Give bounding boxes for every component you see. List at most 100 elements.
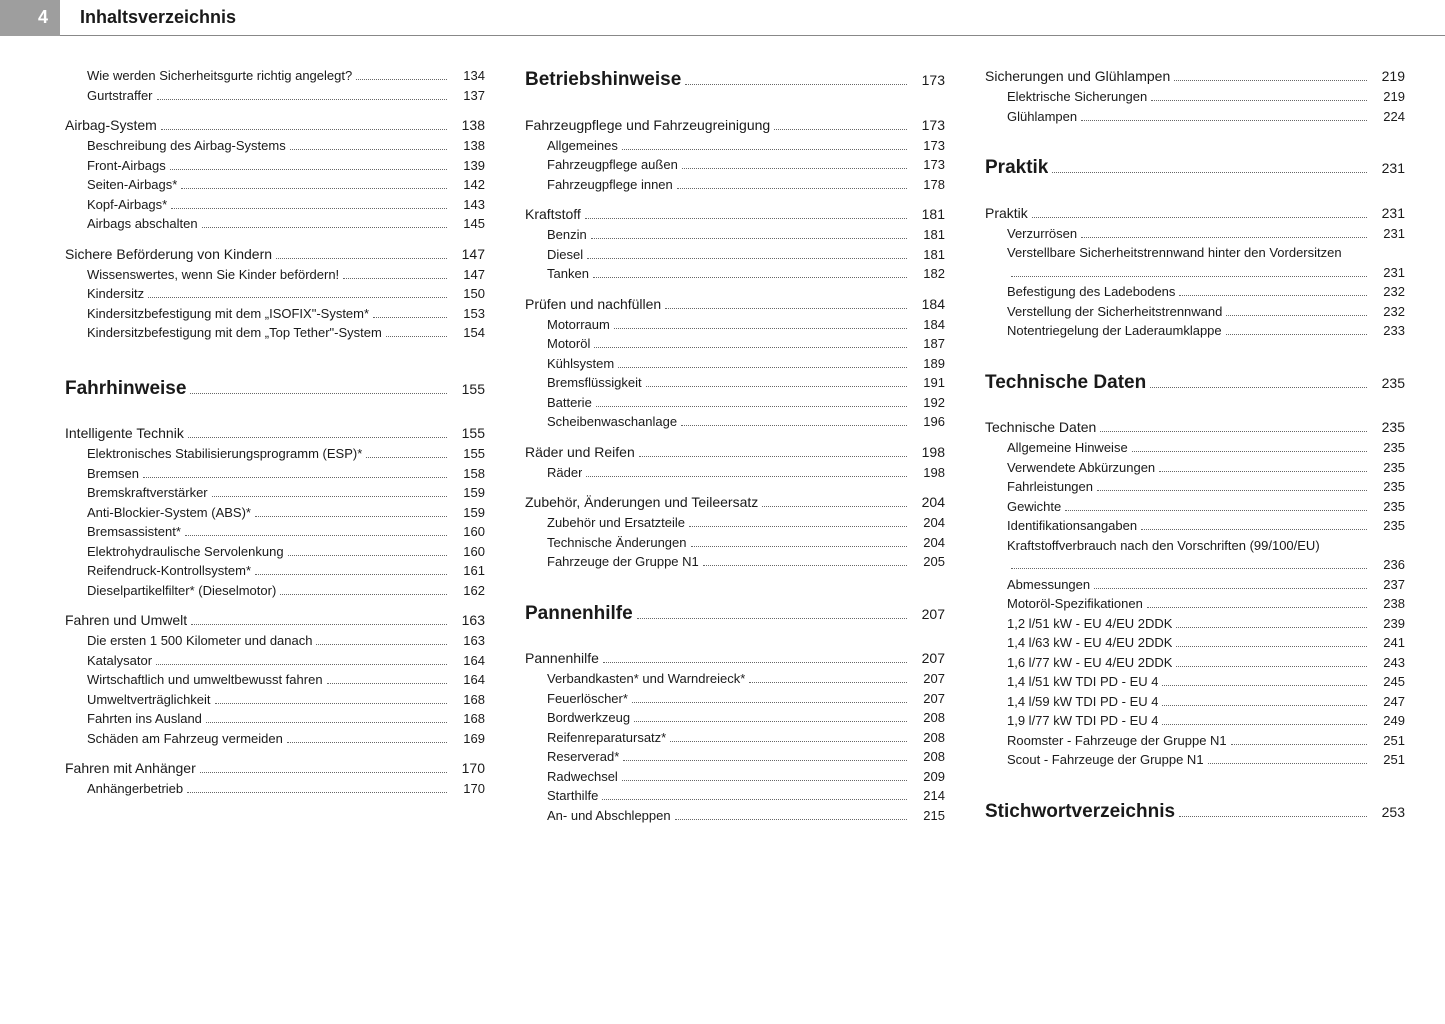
toc-entry: Benzin181	[525, 225, 945, 245]
toc-page-number: 251	[1371, 731, 1405, 751]
toc-page-number: 235	[1371, 516, 1405, 536]
toc-page-number: 150	[451, 284, 485, 304]
toc-label: Zubehör und Ersatzteile	[547, 513, 685, 533]
toc-page-number: 164	[451, 670, 485, 690]
toc-page-number: 231	[1371, 158, 1405, 179]
toc-label: Wie werden Sicherheitsgurte richtig ange…	[87, 66, 352, 86]
toc-label: Scout - Fahrzeuge der Gruppe N1	[1007, 750, 1204, 770]
toc-label: Technische Daten	[985, 369, 1146, 398]
toc-label: Wissenswertes, wenn Sie Kinder befördern…	[87, 265, 339, 285]
toc-label: Umweltverträglichkeit	[87, 690, 211, 710]
toc-entry: Wie werden Sicherheitsgurte richtig ange…	[65, 66, 485, 86]
toc-entry: Beschreibung des Airbag-Systems138	[65, 136, 485, 156]
toc-leader-dots	[1226, 303, 1367, 316]
toc-page-number: 147	[451, 244, 485, 265]
toc-entry: Seiten-Airbags*142	[65, 175, 485, 195]
toc-leader-dots	[156, 652, 447, 665]
toc-entry: Tanken182	[525, 264, 945, 284]
toc-leader-dots	[1176, 615, 1367, 628]
toc-label: Tanken	[547, 264, 589, 284]
toc-label: Feuerlöscher*	[547, 689, 628, 709]
toc-leader-dots	[622, 137, 907, 150]
toc-label: Seiten-Airbags*	[87, 175, 177, 195]
toc-page-number: 189	[911, 354, 945, 374]
toc-label: Beschreibung des Airbag-Systems	[87, 136, 286, 156]
toc-entry: Fahrzeugpflege innen178	[525, 175, 945, 195]
toc-page-number: 241	[1371, 633, 1405, 653]
toc-leader-dots	[327, 671, 447, 684]
toc-label: Katalysator	[87, 651, 152, 671]
toc-entry: Fahrzeugpflege und Fahrzeugreinigung173	[525, 115, 945, 136]
toc-leader-dots	[1226, 322, 1367, 335]
toc-entry: Elektrohydraulische Servolenkung160	[65, 542, 485, 562]
toc-label: Bremskraftverstärker	[87, 483, 208, 503]
toc-page-number: 207	[911, 689, 945, 709]
toc-leader-dots	[212, 484, 447, 497]
toc-entry: Fahrzeugpflege außen173	[525, 155, 945, 175]
toc-page-number: 181	[911, 204, 945, 225]
toc-label: Bremsflüssigkeit	[547, 373, 642, 393]
toc-leader-dots	[691, 534, 908, 547]
toc-leader-dots	[1176, 634, 1367, 647]
toc-leader-dots	[1208, 751, 1367, 764]
toc-leader-dots	[288, 543, 447, 556]
toc-page-number: 231	[1371, 224, 1405, 244]
toc-page-number: 253	[1371, 802, 1405, 823]
toc-label: Allgemeine Hinweise	[1007, 438, 1128, 458]
toc-page-number: 170	[451, 758, 485, 779]
toc-page-number: 215	[911, 806, 945, 826]
toc-page-number: 159	[451, 483, 485, 503]
toc-leader-dots	[1052, 154, 1367, 173]
toc-leader-dots	[280, 582, 447, 595]
toc-page-number: 187	[911, 334, 945, 354]
toc-page-number: 251	[1371, 750, 1405, 770]
toc-entry: Diesel181	[525, 245, 945, 265]
toc-entry: Praktik231	[985, 203, 1405, 224]
toc-entry: Allgemeine Hinweise235	[985, 438, 1405, 458]
toc-page-number: 161	[451, 561, 485, 581]
toc-label: Reserverad*	[547, 747, 619, 767]
toc-entry: Scout - Fahrzeuge der Gruppe N1 251	[985, 750, 1405, 770]
toc-page-number: 235	[1371, 497, 1405, 517]
toc-leader-dots	[171, 196, 447, 209]
toc-entry: Radwechsel209	[525, 767, 945, 787]
toc-page-number: 139	[451, 156, 485, 176]
toc-page-number: 236	[1371, 555, 1405, 575]
toc-label: An- und Abschleppen	[547, 806, 671, 826]
toc-entry: Kopf-Airbags*143	[65, 195, 485, 215]
toc-leader-dots	[1162, 673, 1367, 686]
toc-label: Prüfen und nachfüllen	[525, 294, 661, 315]
toc-leader-dots	[287, 730, 447, 743]
toc-label: 1,4 l/63 kW - EU 4/EU 2DDK	[1007, 633, 1172, 653]
toc-entry: Pannenhilfe207	[525, 648, 945, 669]
toc-entry: Kindersitzbefestigung mit dem „Top Tethe…	[65, 323, 485, 343]
toc-leader-dots	[681, 413, 907, 426]
toc-leader-dots	[602, 787, 907, 800]
toc-page-number: 181	[911, 225, 945, 245]
toc-label: 1,2 l/51 kW - EU 4/EU 2DDK	[1007, 614, 1172, 634]
toc-label: Fahrzeugpflege innen	[547, 175, 673, 195]
toc-entry: Kindersitzbefestigung mit dem „ISOFIX"-S…	[65, 304, 485, 324]
toc-entry: Anti-Blockier-System (ABS)*159	[65, 503, 485, 523]
toc-label: Notentriegelung der Laderaumklappe	[1007, 321, 1222, 341]
toc-page-number: 134	[451, 66, 485, 86]
toc-entry: 1,2 l/51 kW - EU 4/EU 2DDK239	[985, 614, 1405, 634]
toc-page-number: 147	[451, 265, 485, 285]
toc-entry: Prüfen und nachfüllen184	[525, 294, 945, 315]
page-number-box: 4	[0, 0, 60, 36]
toc-entry: Bremsflüssigkeit191	[525, 373, 945, 393]
toc-page-number: 231	[1371, 203, 1405, 224]
toc-leader-dots	[639, 443, 907, 457]
page-title: Inhaltsverzeichnis	[80, 7, 236, 28]
toc-column-3: Sicherungen und Glühlampen219Elektrische…	[985, 66, 1405, 836]
toc-label: Anti-Blockier-System (ABS)*	[87, 503, 251, 523]
toc-label: 1,6 l/77 kW - EU 4/EU 2DDK	[1007, 653, 1172, 673]
toc-leader-dots	[161, 116, 447, 130]
toc-entry: Reifendruck-Kontrollsystem*161	[65, 561, 485, 581]
toc-entry: Kraftstoffverbrauch nach den Vorschrifte…	[985, 536, 1405, 575]
toc-label: Fahrhinweise	[65, 375, 186, 404]
toc-leader-dots	[634, 709, 907, 722]
toc-page-number: 173	[911, 136, 945, 156]
toc-leader-dots	[343, 266, 447, 279]
toc-label: Verzurrösen	[1007, 224, 1077, 244]
